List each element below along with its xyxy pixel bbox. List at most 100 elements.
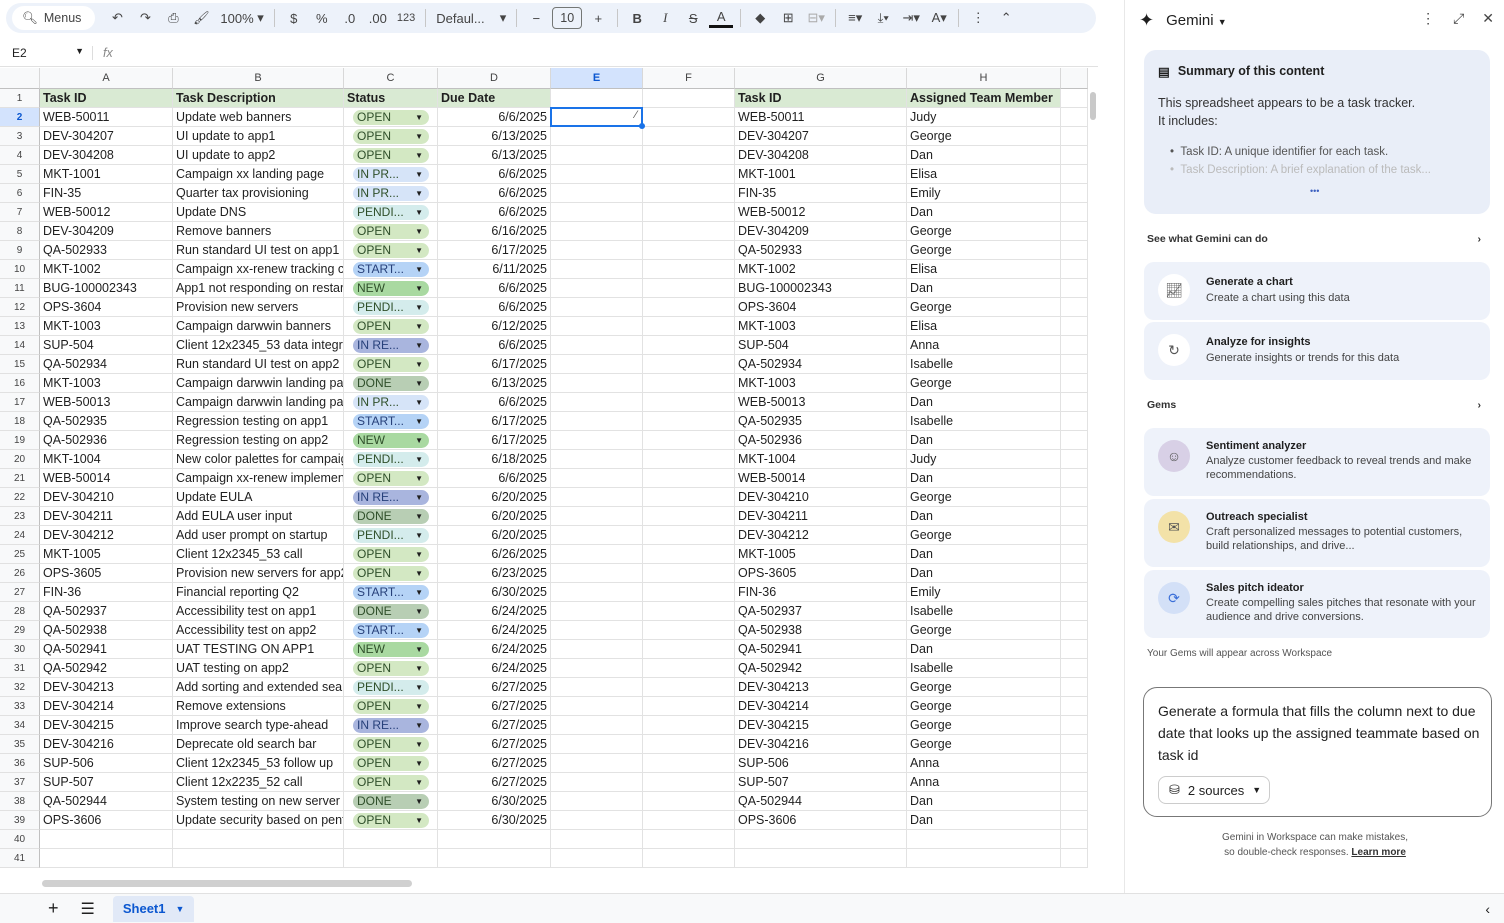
row-header[interactable]: 27 [0, 583, 40, 602]
cell[interactable]: George [907, 222, 1061, 241]
status-dropdown-chip[interactable]: NEW ▼ [353, 280, 429, 296]
cell[interactable]: 6/24/2025 [438, 659, 551, 678]
cell[interactable]: Improve search type-ahead [173, 716, 344, 735]
cell[interactable]: IN RE... ▼ [344, 488, 438, 507]
row-header[interactable]: 14 [0, 336, 40, 355]
cell[interactable] [1061, 602, 1088, 621]
sources-dropdown[interactable]: ⛁ 2 sources ▼ [1158, 776, 1270, 804]
cell[interactable]: Dan [907, 393, 1061, 412]
cell[interactable] [1061, 374, 1088, 393]
cell[interactable] [1061, 412, 1088, 431]
cell[interactable] [551, 431, 643, 450]
column-header-f[interactable]: F [643, 68, 735, 89]
cell[interactable]: SUP-507 [40, 773, 173, 792]
paint-format-icon[interactable]: 🖌︎ [193, 10, 210, 25]
cell[interactable]: DEV-304213 [735, 678, 907, 697]
cell[interactable]: OPS-3604 [735, 298, 907, 317]
cell[interactable]: BUG-100002343 [735, 279, 907, 298]
cell[interactable]: DEV-304215 [40, 716, 173, 735]
cell[interactable]: OPEN ▼ [344, 811, 438, 830]
cell[interactable]: QA-502938 [40, 621, 173, 640]
cell[interactable] [643, 602, 735, 621]
cell[interactable] [1061, 659, 1088, 678]
cell[interactable]: DEV-304216 [735, 735, 907, 754]
status-dropdown-chip[interactable]: IN RE... ▼ [353, 717, 429, 733]
cell[interactable] [551, 412, 643, 431]
search-menus-button[interactable]: 🔍︎ Menus [12, 6, 96, 30]
cell[interactable]: Elisa [907, 260, 1061, 279]
cell[interactable]: BUG-100002343 [40, 279, 173, 298]
column-header-c[interactable]: C [344, 68, 438, 89]
cell[interactable]: DEV-304214 [735, 697, 907, 716]
status-dropdown-chip[interactable]: START... ▼ [353, 622, 429, 638]
cell[interactable]: DEV-304215 [735, 716, 907, 735]
cell[interactable]: IN PR... ▼ [344, 393, 438, 412]
cell[interactable]: MKT-1005 [40, 545, 173, 564]
cell[interactable]: Accessibility test on app1 [173, 602, 344, 621]
cell[interactable]: Campaign xx-renew tracking cc [173, 260, 344, 279]
cell[interactable]: OPS-3606 [40, 811, 173, 830]
cell[interactable]: Dan [907, 146, 1061, 165]
horizontal-scrollbar[interactable] [42, 880, 412, 887]
cell[interactable] [907, 849, 1061, 868]
cell[interactable]: 6/24/2025 [438, 602, 551, 621]
cell[interactable] [643, 583, 735, 602]
cell[interactable]: Dan [907, 545, 1061, 564]
cell[interactable]: OPS-3605 [40, 564, 173, 583]
font-size-increase-icon[interactable]: + [594, 10, 603, 26]
row-header[interactable]: 2 [0, 108, 40, 127]
cell[interactable] [551, 792, 643, 811]
row-header[interactable]: 25 [0, 545, 40, 564]
cell[interactable] [1061, 621, 1088, 640]
cell[interactable]: 6/17/2025 [438, 412, 551, 431]
cell[interactable] [1061, 773, 1088, 792]
font-size-input[interactable]: 10 [552, 7, 583, 29]
cell[interactable]: WEB-50012 [735, 203, 907, 222]
cell[interactable]: George [907, 127, 1061, 146]
status-dropdown-chip[interactable]: DONE ▼ [353, 793, 429, 809]
cell[interactable] [551, 545, 643, 564]
cell[interactable]: MKT-1004 [735, 450, 907, 469]
cell[interactable] [551, 583, 643, 602]
cell[interactable]: UAT testing on app2 [173, 659, 344, 678]
cell[interactable]: DONE ▼ [344, 507, 438, 526]
cell[interactable] [643, 545, 735, 564]
cell[interactable]: QA-502942 [40, 659, 173, 678]
cell[interactable] [551, 621, 643, 640]
status-dropdown-chip[interactable]: OPEN ▼ [353, 109, 429, 125]
cell[interactable] [643, 184, 735, 203]
cell[interactable]: Campaign darwwin landing pag [173, 393, 344, 412]
cell[interactable]: QA-502934 [40, 355, 173, 374]
cell[interactable] [643, 355, 735, 374]
cell[interactable]: Add user prompt on startup [173, 526, 344, 545]
cell[interactable]: PENDI... ▼ [344, 678, 438, 697]
status-dropdown-chip[interactable]: OPEN ▼ [353, 565, 429, 581]
row-header[interactable]: 40 [0, 830, 40, 849]
cell[interactable]: 6/26/2025 [438, 545, 551, 564]
row-header[interactable]: 9 [0, 241, 40, 260]
status-dropdown-chip[interactable]: OPEN ▼ [353, 736, 429, 752]
cell[interactable]: 6/20/2025 [438, 526, 551, 545]
cell[interactable]: 6/6/2025 [438, 108, 551, 127]
cell[interactable] [1061, 697, 1088, 716]
row-header[interactable]: 19 [0, 431, 40, 450]
status-dropdown-chip[interactable]: OPEN ▼ [353, 356, 429, 372]
cell[interactable] [1061, 583, 1088, 602]
status-dropdown-chip[interactable]: OPEN ▼ [353, 698, 429, 714]
status-dropdown-chip[interactable]: OPEN ▼ [353, 755, 429, 771]
status-dropdown-chip[interactable]: PENDI... ▼ [353, 679, 429, 695]
status-dropdown-chip[interactable]: DONE ▼ [353, 603, 429, 619]
row-header[interactable]: 26 [0, 564, 40, 583]
cell[interactable] [643, 450, 735, 469]
cell[interactable] [643, 811, 735, 830]
vertical-align-icon[interactable]: ⤓▾ [877, 10, 889, 25]
cell[interactable]: 6/27/2025 [438, 754, 551, 773]
cell[interactable]: 6/30/2025 [438, 792, 551, 811]
cell[interactable] [1061, 165, 1088, 184]
cell[interactable]: 6/13/2025 [438, 127, 551, 146]
strikethrough-icon[interactable]: S [688, 10, 698, 26]
cell[interactable] [1061, 564, 1088, 583]
redo-icon[interactable]: ↷ [139, 10, 151, 25]
status-dropdown-chip[interactable]: DONE ▼ [353, 508, 429, 524]
cell[interactable] [1061, 431, 1088, 450]
